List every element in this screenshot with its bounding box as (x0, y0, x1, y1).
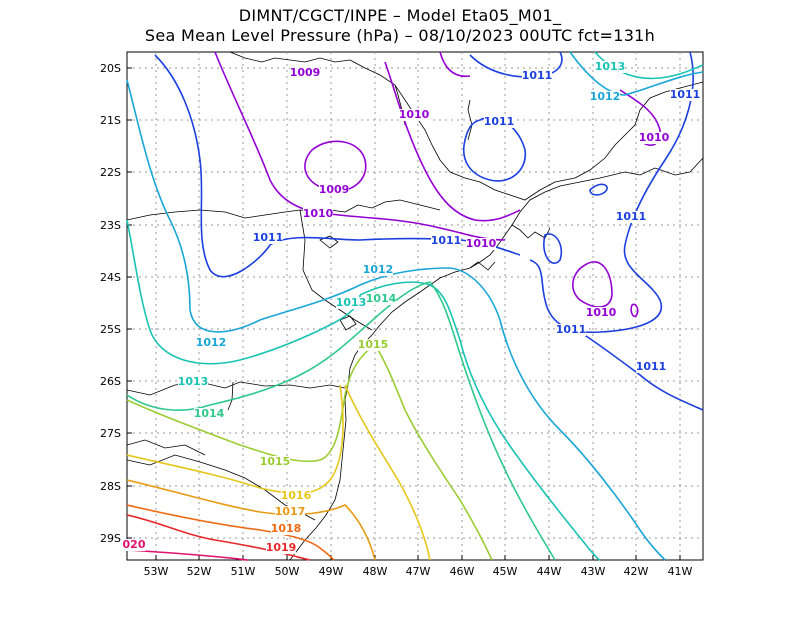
contour-label: 1010 (303, 207, 334, 220)
contour-label: 1010 (466, 237, 497, 250)
lat-tick-label: 29S (100, 532, 121, 545)
lat-tick-label: 25S (100, 323, 121, 336)
contour-label: 1011 (616, 210, 647, 223)
axis-ticks (127, 67, 681, 560)
contour-label: 1011 (556, 323, 587, 336)
map-title-line2: Sea Mean Level Pressure (hPa) – 08/10/20… (144, 26, 656, 45)
lon-tick-label: 43W (581, 565, 606, 578)
lon-tick-label: 51W (231, 565, 256, 578)
contour-label: 1010 (586, 306, 617, 319)
contour-label-bg (590, 91, 620, 103)
lon-tick-label: 53W (144, 565, 169, 578)
lat-tick-label: 26S (100, 375, 121, 388)
contour-label-bg (636, 361, 666, 373)
grid-lines (127, 52, 703, 560)
contour-label: 1011 (636, 360, 667, 373)
contour-label: 1017 (275, 505, 306, 518)
lon-tick-label: 52W (187, 565, 212, 578)
lon-tick-label: 48W (363, 565, 388, 578)
contour-label-bg (366, 293, 396, 305)
contour-label-bg (290, 67, 320, 79)
lon-tick-label: 50W (275, 565, 300, 578)
contour-label: 1019 (266, 541, 297, 554)
contour-label: 1016 (281, 489, 312, 502)
contour-label: 1011 (253, 231, 284, 244)
lon-tick-label: 47W (406, 565, 431, 578)
map-frame (126, 51, 704, 561)
contour-label: 1012 (196, 336, 227, 349)
contour-label-bg (303, 208, 333, 220)
contour-label-bg (266, 542, 296, 554)
lat-tick-label: 23S (100, 219, 121, 232)
lat-tick-label: 28S (100, 480, 121, 493)
contour-label-bg (336, 297, 366, 309)
lat-tick-label: 21S (100, 114, 121, 127)
contour-label: 1014 (366, 292, 397, 305)
contour-label-bg (670, 89, 700, 101)
contour-label-bg (586, 307, 616, 319)
lon-tick-label: 44W (537, 565, 562, 578)
contour-label-bg (522, 70, 552, 82)
map-title-line1: DIMNT/CGCT/INPE – Model Eta05_M01_ (238, 6, 562, 25)
contour-label: 1018 (271, 522, 302, 535)
contour-label: 1010 (399, 108, 430, 121)
contour-label-bg (363, 264, 393, 276)
contour-label: 1012 (590, 90, 621, 103)
contour-label: 1015 (260, 455, 291, 468)
contour-label: 1013 (178, 375, 209, 388)
contour-label: 1011 (431, 234, 462, 247)
contour-label-bg (260, 456, 290, 468)
contour-label-bg (358, 339, 388, 351)
contour-label-bg (399, 109, 429, 121)
contour-label-bg (122, 539, 146, 551)
contour-label-bg (639, 132, 669, 144)
contour-label-bg (466, 238, 496, 250)
contour-label-bg (616, 211, 646, 223)
lon-tick-label: 41W (668, 565, 693, 578)
contour-label: 1009 (319, 183, 350, 196)
contour-label-bg (484, 116, 514, 128)
isobars (126, 51, 704, 561)
lon-tick-label: 45W (493, 565, 518, 578)
contour-label-bg (595, 61, 625, 73)
contour-label: 1013 (595, 60, 626, 73)
lat-tick-label: 27S (100, 427, 121, 440)
contour-label: 1012 (363, 263, 394, 276)
contour-label: 1013 (336, 296, 367, 309)
contour-label-bg (253, 232, 283, 244)
contour-label: 1011 (484, 115, 515, 128)
contour-label: 020 (123, 538, 146, 551)
lat-tick-label: 24S (100, 271, 121, 284)
lon-tick-label: 42W (624, 565, 649, 578)
contour-label-bg (319, 184, 349, 196)
contour-label-bg (431, 235, 461, 247)
contour-label-bg (275, 506, 305, 518)
contour-label: 1009 (290, 66, 321, 79)
lat-tick-label: 22S (100, 166, 121, 179)
lat-tick-label: 20S (100, 62, 121, 75)
contour-label-bg (271, 523, 301, 535)
contour-label: 1015 (358, 338, 389, 351)
contour-label-bg (196, 337, 226, 349)
contour-label-bg (281, 490, 311, 502)
contour-label: 1014 (194, 407, 225, 420)
lon-tick-label: 46W (450, 565, 475, 578)
contour-label-bg (556, 324, 586, 336)
contour-label: 1011 (670, 88, 701, 101)
contour-label-bg (178, 376, 208, 388)
contour-label-bg (194, 408, 224, 420)
lon-tick-label: 49W (319, 565, 344, 578)
contour-label: 1011 (522, 69, 553, 82)
contour-label: 1010 (639, 131, 670, 144)
